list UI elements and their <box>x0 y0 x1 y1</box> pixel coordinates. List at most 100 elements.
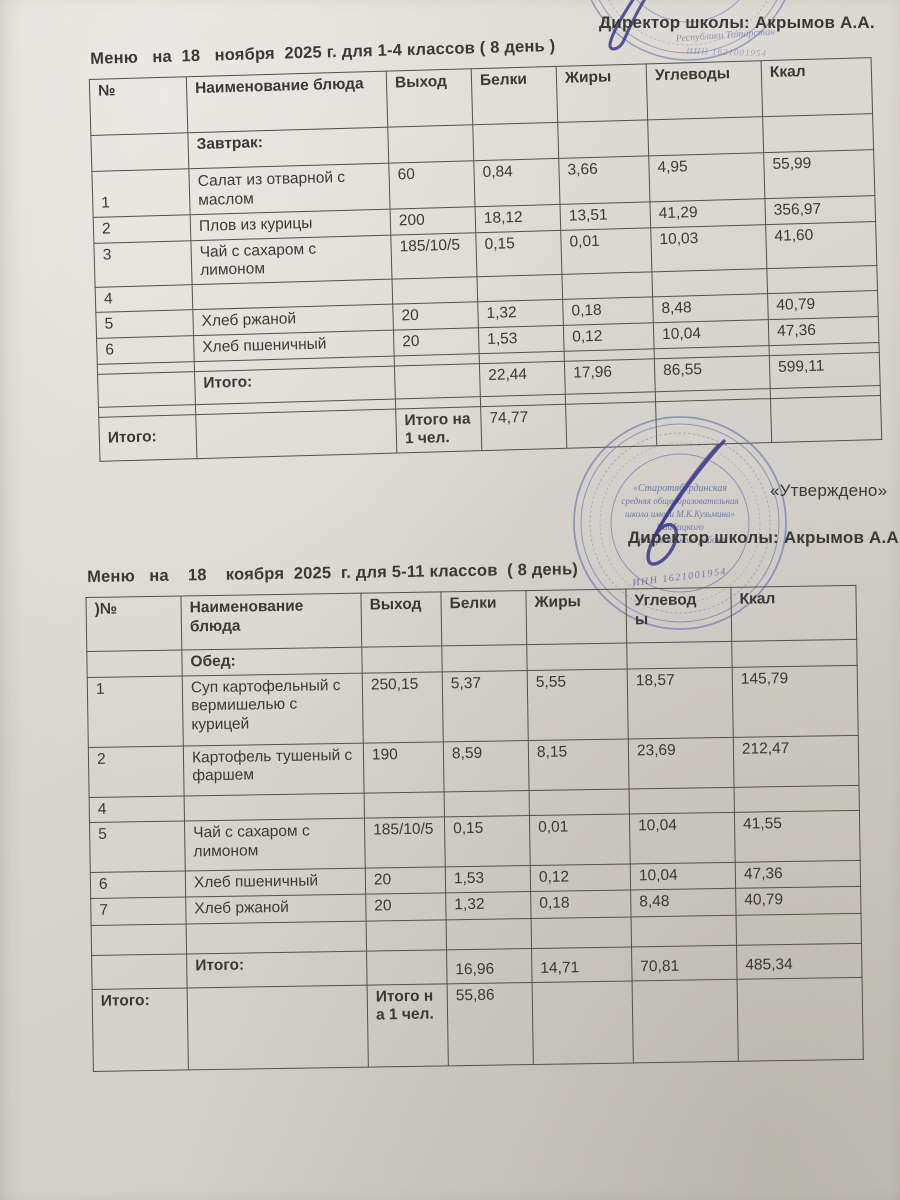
menu2-section: Меню на 18 коября 2025 г. для 5-11 класс… <box>85 556 864 1072</box>
per-person-label: Итого: <box>98 414 197 462</box>
menu2-col-name: Наименование блюда <box>180 593 362 650</box>
cell-num: 1 <box>87 675 184 748</box>
men2-col-fat: Жиры <box>525 589 627 645</box>
cell-carbs: 10,03 <box>650 224 767 272</box>
cell-carbs: 23,69 <box>628 736 735 789</box>
cell-num: 2 <box>88 745 185 798</box>
cell-dish: Салат из отварной с маслом <box>188 163 391 215</box>
menu2-col-out: Выход <box>360 591 442 648</box>
totals-fat: 17,96 <box>564 358 656 394</box>
menu2-col-kcal: Ккал <box>730 585 857 642</box>
director-line-middle: Директор школы: Акрымов А.А. <box>628 528 900 547</box>
stamp-line-2: средняя общеобразовательная <box>621 496 738 506</box>
cell-num: 1 <box>91 168 191 218</box>
per-person-cell: Итого на 1 чел. <box>395 406 482 453</box>
cell-kcal: 40,79 <box>767 290 879 320</box>
cell-num: 6 <box>90 871 186 899</box>
cell-protein: 0,15 <box>475 229 562 277</box>
cell-dish: Чай с сахаром с лимоном <box>190 234 393 285</box>
cell-carbs: 10,04 <box>653 319 770 349</box>
table-row: 1 Суп картофельный с вермишелью с курице… <box>87 664 859 748</box>
cell-fat: 13,51 <box>559 201 651 230</box>
cell-num: 5 <box>95 310 194 339</box>
cell-kcal: 40,79 <box>735 886 862 916</box>
menu2-col-protein: Белки <box>440 590 527 646</box>
cell-num: 6 <box>96 335 195 364</box>
cell-out: 20 <box>365 892 447 921</box>
menu1-col-out: Выход <box>386 68 473 128</box>
cell-num: 4 <box>89 795 185 823</box>
cell-kcal: 47,36 <box>768 316 879 346</box>
cell-num: 2 <box>93 214 191 244</box>
menu2-section-label: Обед: <box>181 647 363 676</box>
cell-fat: 0,12 <box>530 864 631 892</box>
menu1-section: Меню на 18 ноября 2025 г. для 1-4 классо… <box>88 28 882 462</box>
cell-protein: 1,53 <box>445 865 531 893</box>
director-line-top: Директор школы: Акрымов А.А. <box>599 13 875 32</box>
cell-protein: 8,59 <box>443 740 530 792</box>
totals-label: Итого: <box>194 365 396 405</box>
menu2-title: Меню на 18 коября 2025 г. для 5-11 класс… <box>86 560 579 586</box>
cell-out: 20 <box>392 302 479 331</box>
cell-kcal: 145,79 <box>732 664 859 737</box>
cell-carbs: 41,29 <box>649 198 766 228</box>
menu2-col-carbs: Углевод ы <box>625 587 732 643</box>
cell-carbs: 10,04 <box>630 862 736 890</box>
cell-dish: Хлеб пшеничный <box>185 868 366 897</box>
menu1-col-name: Наименование блюда <box>186 71 388 133</box>
approved-label: «Утверждено» <box>770 481 888 500</box>
cell-dish: Картофель тушеный с фаршем <box>183 742 365 796</box>
totals-carbs: 70,81 <box>631 945 738 981</box>
cell-fat: 0,12 <box>563 322 655 351</box>
totals-carbs: 86,55 <box>654 355 771 392</box>
cell-protein: 1,53 <box>478 325 565 354</box>
totals-protein: 16,96 <box>446 948 533 984</box>
per-person-value: 55,86 <box>447 982 534 1066</box>
menu2-table: )№ Наименование блюда Выход Белки Жиры У… <box>85 585 864 1072</box>
cell-kcal: 41,55 <box>734 810 861 863</box>
menu1-col-protein: Белки <box>471 66 558 125</box>
menu1-col-num: № <box>89 76 188 136</box>
cell-protein: 1,32 <box>445 891 532 920</box>
cell-kcal: 55,99 <box>763 149 875 199</box>
cell-carbs: 18,57 <box>627 666 734 739</box>
menu1-col-kcal: Ккал <box>761 57 873 117</box>
cell-carbs: 4,95 <box>648 152 765 202</box>
cell-fat: 0,01 <box>560 227 652 275</box>
cell-fat: 5,55 <box>527 668 629 741</box>
cell-carbs: 8,48 <box>630 888 737 917</box>
cell-kcal: 356,97 <box>764 195 876 225</box>
cell-num: 4 <box>95 284 193 313</box>
per-person-label: Итого: <box>92 987 189 1072</box>
menu1-section-label: Завтрак: <box>187 127 389 169</box>
cell-kcal: 41,60 <box>765 221 877 269</box>
cell-out: 60 <box>388 160 476 210</box>
cell-kcal: 47,36 <box>735 860 861 889</box>
cell-fat: 0,18 <box>530 889 632 919</box>
cell-out: 20 <box>393 327 480 356</box>
cell-num: 5 <box>89 821 186 873</box>
cell-out: 190 <box>363 741 445 793</box>
cell-fat: 0,01 <box>529 814 631 866</box>
menu2-col-num: )№ <box>85 595 182 652</box>
cell-dish: Суп картофельный с вермишелью с курицей <box>182 672 364 746</box>
stamp-line-3: школа имени М.К.Кузьмина» <box>625 509 735 519</box>
cell-out: 185/10/5 <box>364 817 446 869</box>
cell-carbs: 10,04 <box>629 812 736 865</box>
cell-protein: 0,84 <box>473 158 560 207</box>
cell-carbs: 8,48 <box>652 293 769 323</box>
cell-num: 7 <box>90 896 187 926</box>
cell-dish: Хлеб ржаной <box>185 893 367 924</box>
totals-fat: 14,71 <box>531 946 633 983</box>
cell-out: 185/10/5 <box>390 232 477 279</box>
stamp-line-1: «Старотябердинская <box>633 483 727 494</box>
cell-protein: 0,15 <box>444 815 531 868</box>
menu1-col-carbs: Углеводы <box>646 60 763 120</box>
per-person-cell: Итого на 1 чел. <box>367 983 449 1067</box>
per-person-row: Итого: Итого на 1 чел. 55,86 <box>92 977 864 1072</box>
cell-out: 250,15 <box>362 671 444 743</box>
cell-protein: 18,12 <box>475 204 561 233</box>
cell-protein: 5,37 <box>442 670 529 742</box>
totals-kcal: 485,34 <box>736 943 863 980</box>
